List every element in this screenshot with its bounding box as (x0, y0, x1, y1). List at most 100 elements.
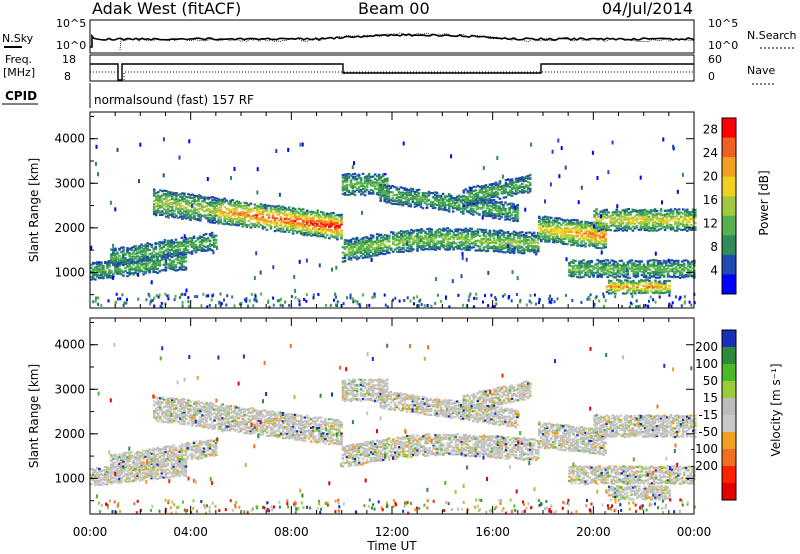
echo-cell (460, 235, 464, 238)
echo-cell (460, 211, 463, 214)
echo-cell (214, 240, 218, 243)
echo-cell (530, 249, 534, 252)
echo-cell (383, 173, 387, 176)
echo-cell (444, 248, 447, 251)
noise-cell (556, 297, 559, 301)
echo-cell (512, 205, 515, 208)
echo-cell (430, 236, 433, 239)
echo-cell (488, 245, 492, 248)
echo-cell (170, 267, 174, 270)
echo-cell (506, 230, 510, 234)
echo-cell (381, 239, 385, 242)
echo-cell (212, 234, 216, 237)
noise-cell (533, 293, 536, 297)
echo-cell (132, 249, 135, 252)
echo-cell (416, 247, 419, 250)
noise-cell (156, 255, 159, 260)
echo-cell (154, 212, 158, 215)
echo-cell (537, 247, 540, 251)
echo-cell (502, 244, 506, 247)
echo-cell (229, 201, 232, 204)
echo-cell (474, 202, 478, 205)
echo-cell (177, 200, 180, 203)
echo-cell (386, 249, 389, 252)
echo-cell (532, 247, 536, 250)
echo-cell (387, 190, 391, 193)
echo-cell (494, 193, 498, 196)
echo-cell (421, 193, 425, 196)
echo-cell (518, 242, 522, 245)
echo-cell (184, 268, 188, 271)
echo-cell (174, 250, 178, 253)
echo-cell (528, 249, 532, 252)
echo-cell (295, 230, 299, 234)
echo-cell (194, 247, 198, 250)
echo-cell (429, 204, 433, 208)
echo-cell (470, 236, 474, 239)
echo-cell (492, 217, 495, 220)
echo-cell (383, 237, 387, 240)
echo-cell (409, 197, 413, 200)
echo-cell (355, 258, 359, 261)
echo-cell (150, 265, 153, 268)
noise-cell (544, 199, 546, 204)
echo-cell (429, 203, 433, 206)
echo-cell (447, 195, 451, 198)
echo-cell (314, 228, 317, 231)
echo-cell (435, 194, 439, 197)
echo-cell (379, 188, 382, 191)
echo-cell (261, 221, 265, 224)
echo-cell (482, 187, 486, 190)
echo-cell (202, 245, 206, 248)
echo-cell (164, 249, 168, 252)
echo-cell (167, 204, 170, 207)
echo-cell (443, 204, 447, 207)
echo-cell (126, 259, 129, 262)
echo-cell (204, 245, 208, 249)
echo-cell (148, 243, 151, 246)
noise-cell (484, 294, 486, 298)
echo-cell (231, 204, 234, 207)
echo-cell (510, 186, 514, 189)
echo-cell (484, 184, 488, 187)
echo-cell (677, 208, 681, 211)
echo-cell (326, 212, 329, 215)
echo-cell (343, 260, 347, 263)
echo-cell (273, 219, 277, 222)
echo-cell (400, 238, 403, 241)
noise-cell (602, 304, 605, 308)
echo-cell (395, 200, 399, 203)
echo-cell (357, 256, 361, 260)
noise-cell (126, 298, 128, 302)
echo-cell (343, 253, 347, 256)
echo-cell (462, 212, 465, 215)
echo-cell (668, 287, 671, 290)
echo-cell (194, 250, 198, 253)
echo-cell (156, 261, 159, 265)
echo-cell (183, 205, 186, 208)
echo-cell (484, 209, 487, 213)
echo-cell (427, 199, 431, 202)
echo-cell (357, 190, 361, 193)
echo-cell (490, 215, 493, 218)
echo-cell (373, 250, 377, 253)
noise-cell (423, 304, 426, 308)
echo-cell (504, 196, 508, 199)
echo-cell (592, 274, 595, 277)
echo-cell (534, 240, 538, 243)
echo-cell (146, 245, 149, 248)
echo-cell (183, 194, 186, 197)
echo-cell (474, 235, 478, 238)
echo-cell (200, 239, 204, 242)
noise-cell (565, 293, 567, 297)
echo-cell (303, 215, 307, 219)
echo-cell (685, 223, 689, 226)
noise-cell (349, 293, 352, 297)
echo-cell (289, 222, 293, 225)
echo-cell (451, 199, 455, 202)
echo-cell (478, 241, 482, 244)
echo-cell (177, 193, 180, 196)
echo-cell (322, 213, 325, 216)
echo-cell (490, 214, 493, 217)
echo-cell (424, 238, 427, 241)
